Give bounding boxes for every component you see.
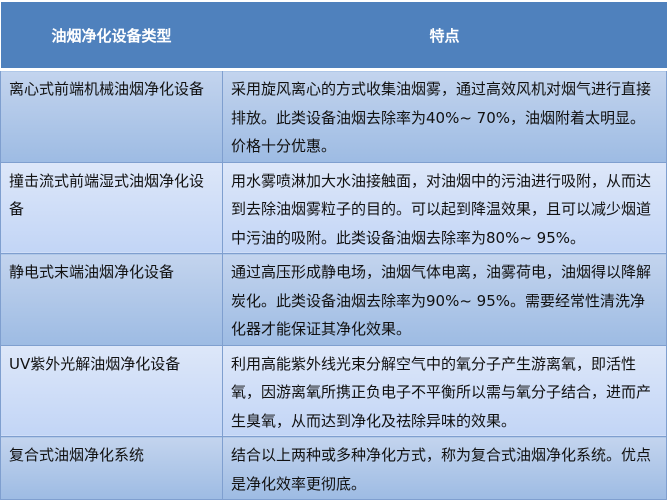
type-cell: 撞击流式前端湿式油烟净化设备 <box>0 161 223 254</box>
type-cell: 复合式油烟净化系统 <box>0 436 223 500</box>
feature-cell: 通过高压形成静电场，油烟气体电离，油雾荷电，油烟得以降解炭化。此类设备油烟去除率… <box>222 253 667 346</box>
feature-cell: 利用高能紫外线光束分解空气中的氧分子产生游离氧，即活性氧，因游离氧所携正负电子不… <box>222 344 667 437</box>
header-row: 油烟净化设备类型 特点 <box>0 2 667 71</box>
table-row: 复合式油烟净化系统 结合以上两种或多种净化方式，称为复合式油烟净化系统。优点是净… <box>0 436 667 500</box>
feature-cell: 用水雾喷淋加大水油接触面，对油烟中的污油进行吸附，从而达到去除油烟雾粒子的目的。… <box>222 161 667 254</box>
table-row: UV紫外光解油烟净化设备 利用高能紫外线光束分解空气中的氧分子产生游离氧，即活性… <box>0 344 667 437</box>
table-row: 撞击流式前端湿式油烟净化设备 用水雾喷淋加大水油接触面，对油烟中的污油进行吸附，… <box>0 161 667 254</box>
table-row: 离心式前端机械油烟净化设备 采用旋风离心的方式收集油烟雾，通过高效风机对烟气进行… <box>0 69 667 163</box>
type-cell: 离心式前端机械油烟净化设备 <box>0 69 223 163</box>
type-cell: 静电式末端油烟净化设备 <box>0 253 223 346</box>
feature-cell: 结合以上两种或多种净化方式，称为复合式油烟净化系统。优点是净化效率更彻底。 <box>222 436 667 500</box>
table-row: 静电式末端油烟净化设备 通过高压形成静电场，油烟气体电离，油雾荷电，油烟得以降解… <box>0 253 667 346</box>
header-feature: 特点 <box>222 2 667 71</box>
feature-cell: 采用旋风离心的方式收集油烟雾，通过高效风机对烟气进行直接排放。此类设备油烟去除率… <box>222 69 667 163</box>
header-type: 油烟净化设备类型 <box>0 2 223 71</box>
type-cell: UV紫外光解油烟净化设备 <box>0 344 223 437</box>
